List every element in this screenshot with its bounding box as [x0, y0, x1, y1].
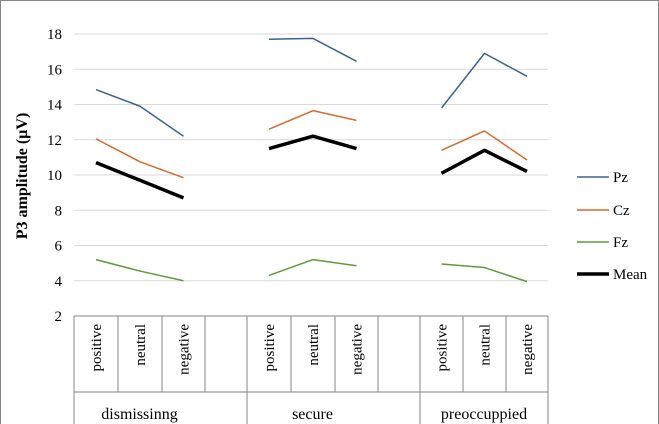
group-label: preoccuppied: [441, 406, 527, 423]
series-line-pz-1: [95, 88, 184, 137]
legend-label: Mean: [613, 267, 648, 283]
series-line-cz-1: [95, 138, 184, 179]
y-tick-label: 6: [55, 239, 63, 255]
legend-label: Fz: [613, 235, 628, 251]
series-line-mean-2: [268, 134, 357, 151]
x-tick-label: positive: [262, 324, 278, 372]
series-lines: [95, 37, 528, 283]
group-label: dismissinng: [101, 406, 177, 423]
x-tick-label: positive: [435, 324, 451, 372]
x-tick-label: positive: [89, 324, 105, 372]
series-line-cz-2: [268, 109, 357, 130]
legend: Pz Cz Fz Mean: [577, 170, 648, 283]
y-axis-label: P3 amplitude (µV): [14, 113, 31, 240]
series-line-fz-3: [441, 263, 528, 283]
y-tick-label: 18: [47, 27, 62, 43]
series-line-pz-3: [440, 52, 528, 109]
legend-label: Cz: [613, 203, 630, 219]
x-tick-label: negative: [520, 324, 536, 375]
y-tick-label: 12: [47, 133, 62, 149]
y-tick-label: 2: [55, 309, 63, 325]
y-tick-label: 8: [55, 203, 63, 219]
series-line-pz-2: [268, 37, 357, 62]
axes: 2 4 6 8 10 12 14 16 18 positive neutral negative dis…: [47, 27, 549, 424]
y-tick-label: 10: [47, 168, 62, 184]
x-tick-label: negative: [177, 324, 193, 375]
gridlines: [74, 33, 548, 282]
series-line-cz-3: [441, 130, 528, 161]
series-line-mean-3: [440, 148, 528, 175]
x-tick-label: neutral: [133, 324, 149, 366]
x-tick-label: negative: [350, 324, 366, 375]
x-tick-label: neutral: [478, 324, 494, 366]
series-line-mean-1: [95, 161, 185, 200]
y-tick-label: 16: [47, 62, 63, 78]
legend-label: Pz: [613, 170, 628, 186]
group-label: secure: [292, 406, 333, 423]
y-tick-label: 4: [55, 274, 63, 290]
y-tick-label: 14: [47, 98, 63, 114]
series-line-fz-2: [268, 258, 357, 277]
x-tick-label: neutral: [306, 324, 322, 366]
series-line-fz-1: [95, 258, 184, 282]
